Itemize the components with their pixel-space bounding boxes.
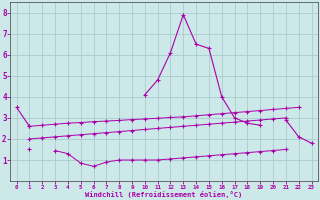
X-axis label: Windchill (Refroidissement éolien,°C): Windchill (Refroidissement éolien,°C) xyxy=(85,191,243,198)
